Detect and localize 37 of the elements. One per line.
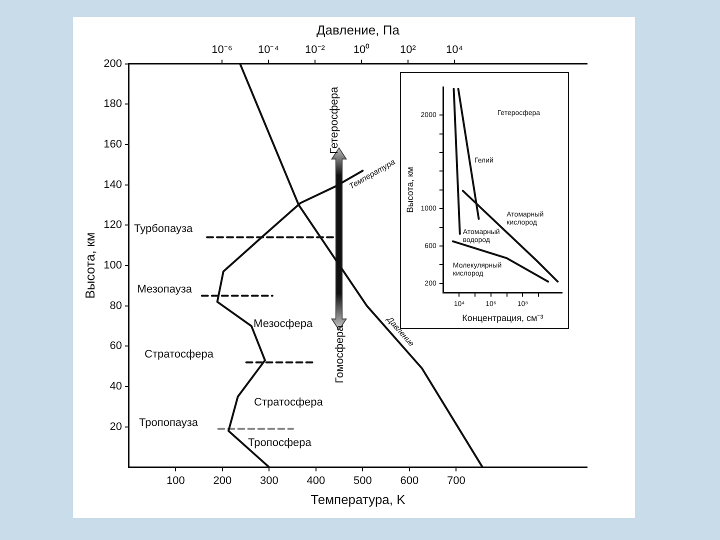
annotation: Стратосфера — [144, 348, 214, 360]
annotation: Турбопауза — [134, 223, 194, 236]
annotation: Гетеросфера — [328, 86, 341, 154]
x2-tick-label: 10⁻⁶ — [212, 44, 232, 56]
x2-tick-label: 10⁻² — [305, 44, 326, 56]
y-tick-label: 100 — [104, 260, 122, 272]
y-tick-label: 40 — [110, 380, 122, 393]
x2-tick-label: 10⁻⁴ — [258, 44, 280, 56]
annotation: Гомосфера — [334, 324, 346, 384]
x-tick-label: 600 — [400, 474, 419, 487]
x-tick-label: 200 — [213, 474, 232, 487]
y-tick-label: 200 — [104, 58, 122, 70]
x-axis-title: Температура, K — [310, 492, 406, 507]
y-tick-label: 120 — [104, 219, 122, 232]
annotation: Мезосфера — [254, 318, 314, 330]
x2-tick-label: 10⁴ — [446, 44, 464, 56]
annotation: Стратосфера — [254, 396, 324, 409]
y-tick-label: 140 — [104, 178, 122, 191]
y-tick-label: 20 — [110, 420, 122, 433]
annotation: Тропосфера — [248, 437, 312, 450]
annotation: Мезопауза — [137, 284, 193, 296]
x-tick-label: 400 — [306, 474, 326, 487]
x-tick-label: 300 — [260, 474, 278, 487]
y-tick-label: 180 — [104, 98, 122, 110]
y-tick-label: 60 — [110, 340, 122, 352]
x2-tick-label: 10⁰ — [353, 43, 370, 56]
x2-tick-label: 10² — [400, 44, 416, 56]
x-tick-label: 500 — [353, 474, 372, 487]
x-tick-label: 700 — [446, 474, 466, 487]
y-axis-title: Высота, км — [404, 166, 415, 213]
y-tick-label: 160 — [104, 138, 122, 151]
x2-axis-title: Давление, Па — [316, 22, 400, 38]
y-tick-label: 80 — [110, 300, 122, 312]
x-axis-title: Концентрация, см⁻³ — [462, 313, 544, 324]
annotation: Тропопауза — [139, 416, 199, 429]
x-tick-label: 100 — [166, 474, 185, 487]
y-axis-title: Высота, км — [82, 232, 98, 299]
